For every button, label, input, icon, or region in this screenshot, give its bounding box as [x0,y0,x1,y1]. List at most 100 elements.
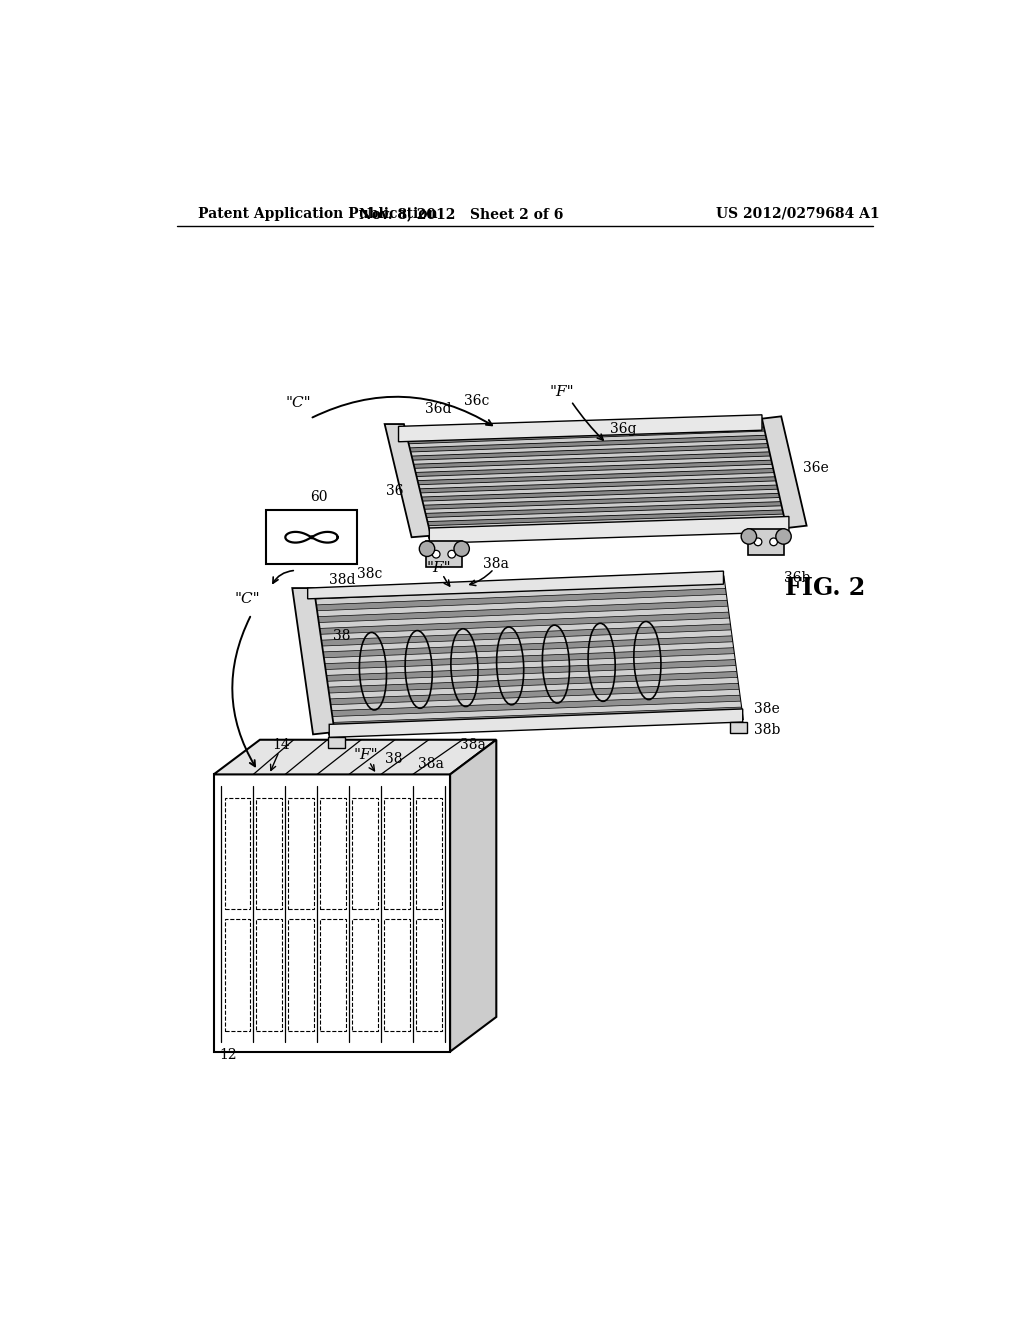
Text: 36c: 36c [464,393,489,408]
Bar [749,529,783,554]
Polygon shape [311,601,727,623]
Bar [321,797,346,909]
Polygon shape [399,422,764,440]
Polygon shape [762,416,807,528]
Polygon shape [398,418,788,539]
Circle shape [741,529,757,544]
Bar [289,797,314,909]
Text: 38a: 38a [460,738,486,752]
Polygon shape [451,739,497,1052]
Bar [416,919,441,1031]
Bar [384,797,410,909]
Bar [352,797,378,909]
Polygon shape [309,589,726,611]
Bar [224,797,250,909]
Bar [329,738,345,748]
Polygon shape [329,713,742,734]
Text: 38: 38 [333,628,350,643]
Polygon shape [385,424,431,537]
Polygon shape [407,447,770,465]
Circle shape [419,541,435,557]
Polygon shape [408,451,771,469]
Polygon shape [410,455,772,473]
Polygon shape [322,665,736,688]
Text: 36b: 36b [783,572,810,585]
Polygon shape [406,444,769,461]
Polygon shape [418,484,779,502]
Text: 12: 12 [219,1048,237,1063]
Text: US 2012/0279684 A1: US 2012/0279684 A1 [716,207,880,220]
Polygon shape [307,572,724,599]
Polygon shape [324,684,738,705]
Polygon shape [214,739,497,775]
Polygon shape [411,461,773,477]
Bar [224,919,250,1031]
Text: 38: 38 [385,752,402,766]
Polygon shape [330,709,742,738]
Polygon shape [307,577,742,734]
Text: Nov. 8, 2012   Sheet 2 of 6: Nov. 8, 2012 Sheet 2 of 6 [359,207,564,220]
Polygon shape [415,477,777,494]
Polygon shape [315,630,731,652]
Polygon shape [403,436,767,453]
Bar [321,919,346,1031]
Polygon shape [319,653,734,676]
Polygon shape [426,513,786,529]
Text: 36d: 36d [425,401,452,416]
Polygon shape [422,502,783,517]
Polygon shape [421,498,782,513]
Circle shape [447,550,456,558]
Polygon shape [325,689,739,711]
Polygon shape [414,473,776,488]
Polygon shape [310,594,727,616]
Polygon shape [308,582,725,605]
Bar [256,919,283,1031]
Text: "C": "C" [234,591,260,606]
Polygon shape [400,426,765,444]
Polygon shape [307,577,724,599]
Text: 36: 36 [386,484,403,498]
Polygon shape [328,708,742,729]
Text: 14: 14 [271,738,290,752]
Text: 38a: 38a [483,557,509,572]
Polygon shape [402,432,766,447]
Polygon shape [312,606,728,628]
Text: FIG. 2: FIG. 2 [785,576,865,601]
Polygon shape [419,490,780,506]
Polygon shape [314,618,730,640]
Polygon shape [322,672,737,693]
Polygon shape [316,636,732,659]
Polygon shape [428,523,788,539]
Bar [352,919,378,1031]
Polygon shape [318,648,734,669]
Text: 38d: 38d [329,573,355,587]
Polygon shape [429,516,788,544]
Bar [426,541,462,568]
Bar [730,722,748,733]
Text: "F": "F" [426,561,451,576]
Polygon shape [420,494,781,510]
Text: 60: 60 [310,490,328,504]
Polygon shape [323,677,738,700]
Polygon shape [327,701,741,722]
Bar [289,919,314,1031]
Polygon shape [214,775,451,1052]
Polygon shape [412,465,774,480]
Text: 38b: 38b [755,723,780,737]
Bar [416,797,441,909]
Polygon shape [423,506,784,521]
Text: 38a: 38a [418,758,443,771]
Text: 36g: 36g [610,422,637,437]
Polygon shape [321,660,735,681]
Polygon shape [314,624,731,647]
Polygon shape [398,414,762,442]
Polygon shape [427,519,787,533]
Text: 38c: 38c [356,568,382,581]
Polygon shape [398,418,763,436]
Polygon shape [417,480,778,498]
Circle shape [454,541,469,557]
Text: "F": "F" [550,384,574,399]
Circle shape [776,529,792,544]
Text: "C": "C" [286,396,311,411]
Circle shape [432,550,440,558]
